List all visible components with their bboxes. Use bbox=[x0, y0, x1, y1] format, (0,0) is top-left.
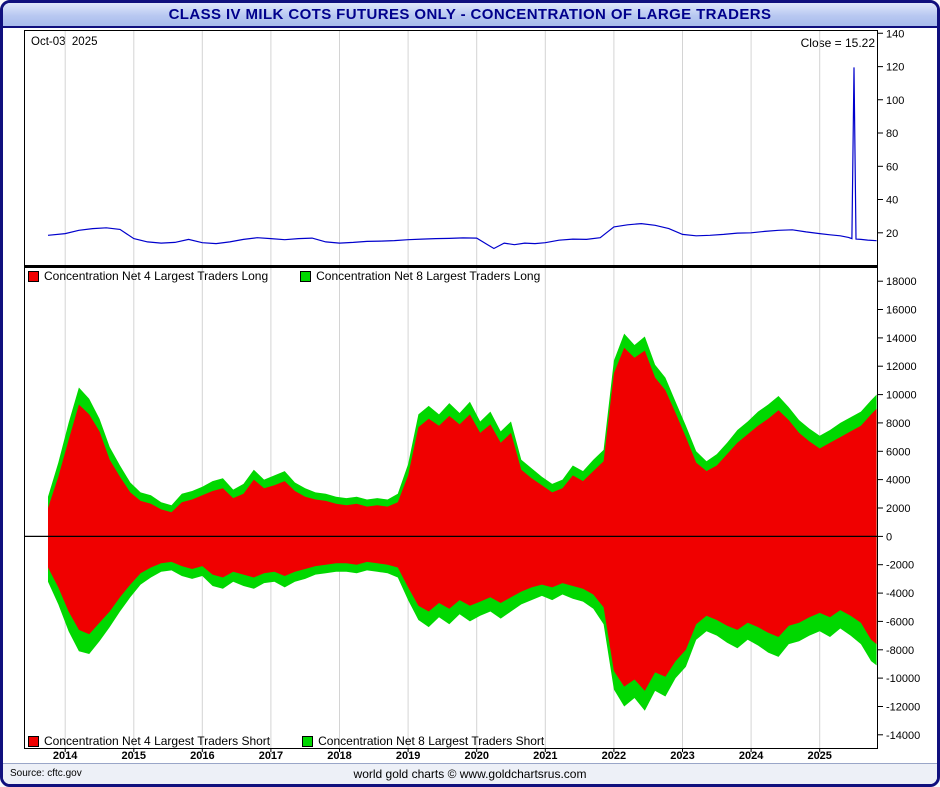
legend-short: Concentration Net 4 Largest Traders Shor… bbox=[28, 734, 544, 748]
y-tick-label: 6000 bbox=[886, 446, 910, 458]
credit-label: world gold charts © www.goldchartsrus.co… bbox=[353, 767, 587, 781]
green-swatch-icon bbox=[300, 270, 312, 282]
x-axis: 2014 2015 2016 2017 2018 2019 2020 2021 2022 2023… bbox=[3, 750, 937, 764]
y-tick-label: -2000 bbox=[886, 560, 914, 572]
plot-border bbox=[24, 267, 878, 749]
legend-item-net4-long: Concentration Net 4 Largest Traders Long bbox=[28, 269, 268, 283]
area-short4 bbox=[48, 536, 877, 691]
x-tick-label: 2021 bbox=[533, 750, 558, 762]
green-swatch-icon bbox=[302, 735, 314, 747]
x-tick-label: 2023 bbox=[670, 750, 695, 762]
y-tick-label: 14000 bbox=[886, 333, 917, 345]
y-tick-label: 4000 bbox=[886, 475, 910, 487]
price-chart-svg: 140 120 100 80 60 40 20 bbox=[24, 28, 904, 266]
legend-long: Concentration Net 4 Largest Traders Long… bbox=[28, 269, 540, 283]
y-tick-label: 16000 bbox=[886, 305, 917, 317]
page-title: CLASS IV MILK COTS FUTURES ONLY - CONCEN… bbox=[168, 6, 772, 23]
legend-item-net8-short: Concentration Net 8 Largest Traders Shor… bbox=[302, 734, 544, 748]
y-tick-label: 0 bbox=[886, 531, 892, 543]
y-tick-label: -10000 bbox=[886, 673, 920, 685]
x-tick-label: 2016 bbox=[190, 750, 215, 762]
y-tick-label: -8000 bbox=[886, 645, 914, 657]
concentration-chart-svg: 18000 16000 14000 12000 10000 8000 6000 4000 200… bbox=[24, 267, 920, 752]
area-long4 bbox=[48, 347, 877, 537]
y-tick-label: 60 bbox=[886, 161, 898, 173]
close-value-label: Close = 15.22 bbox=[800, 36, 875, 50]
x-tick-label: 2025 bbox=[807, 750, 832, 762]
y-tick-label: 80 bbox=[886, 128, 898, 140]
panel-divider bbox=[24, 265, 878, 267]
y-tick-label: 40 bbox=[886, 195, 898, 207]
x-tick-label: 2017 bbox=[258, 750, 284, 762]
price-line bbox=[47, 67, 877, 250]
x-tick-label: 2022 bbox=[601, 750, 627, 762]
legend-label-net8-short: Concentration Net 8 Largest Traders Shor… bbox=[318, 734, 545, 748]
legend-label-net8-long: Concentration Net 8 Largest Traders Long bbox=[316, 269, 541, 283]
x-tick-label: 2018 bbox=[327, 750, 352, 762]
legend-item-net4-short: Concentration Net 4 Largest Traders Shor… bbox=[28, 734, 270, 748]
footer-bar: Source: cftc.gov world gold charts © www… bbox=[3, 763, 937, 784]
y-tick-label: 100 bbox=[886, 95, 904, 107]
source-label: Source: cftc.gov bbox=[10, 768, 82, 779]
y-tick-label: 140 bbox=[886, 28, 904, 40]
plot-border bbox=[24, 30, 878, 266]
y-tick-label: 12000 bbox=[886, 361, 917, 373]
y-tick-label: -12000 bbox=[886, 702, 920, 714]
y-tick-label: -4000 bbox=[886, 588, 914, 600]
x-tick-label: 2019 bbox=[395, 750, 421, 762]
title-bar: CLASS IV MILK COTS FUTURES ONLY - CONCEN… bbox=[3, 3, 937, 28]
legend-label-net4-long: Concentration Net 4 Largest Traders Long bbox=[44, 269, 269, 283]
y-tick-label: 8000 bbox=[886, 418, 910, 430]
legend-item-net8-long: Concentration Net 8 Largest Traders Long bbox=[300, 269, 540, 283]
x-tick-label: 2024 bbox=[738, 750, 764, 762]
y-tick-label: 2000 bbox=[886, 503, 910, 515]
red-swatch-icon bbox=[28, 735, 39, 747]
y-tick-label: 20 bbox=[886, 228, 898, 240]
x-tick-label: 2014 bbox=[52, 750, 78, 762]
y-tick-label: -14000 bbox=[886, 730, 920, 742]
red-swatch-icon bbox=[28, 270, 39, 282]
y-tick-label: 18000 bbox=[886, 276, 917, 288]
date-label: Oct-03 2025 bbox=[31, 36, 98, 48]
x-tick-label: 2015 bbox=[121, 750, 146, 762]
legend-label-net4-short: Concentration Net 4 Largest Traders Shor… bbox=[44, 734, 271, 748]
x-tick-label: 2020 bbox=[464, 750, 489, 762]
y-tick-label: 120 bbox=[886, 62, 904, 74]
y-tick-label: 10000 bbox=[886, 390, 917, 402]
y-tick-label: -6000 bbox=[886, 616, 914, 628]
